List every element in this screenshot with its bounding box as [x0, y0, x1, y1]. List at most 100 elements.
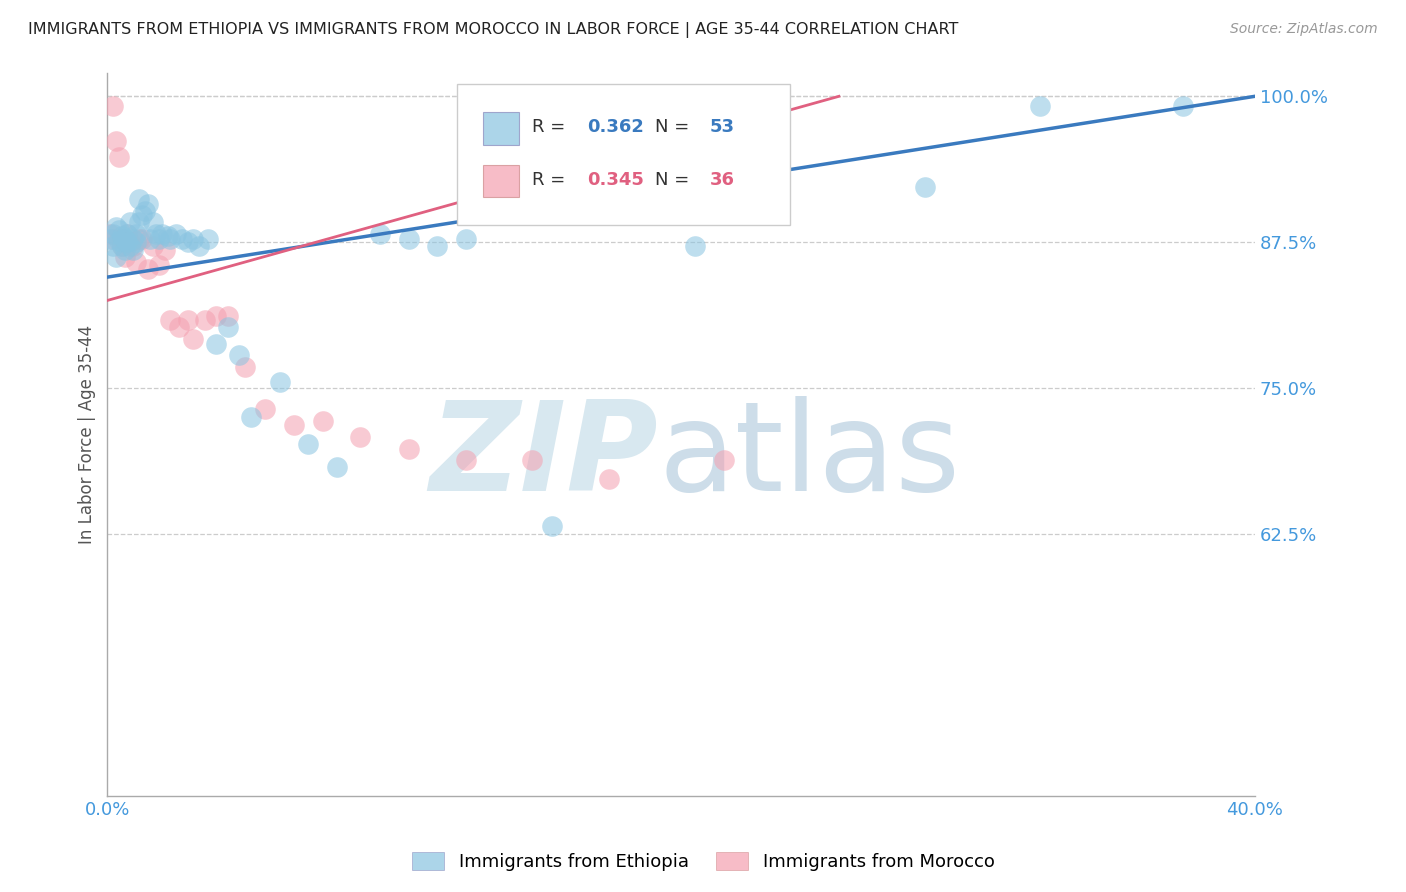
Point [131, 232, 153, 246]
Point [326, 460, 349, 475]
Text: 36: 36 [710, 171, 735, 189]
Point [120, 235, 142, 249]
Point [159, 232, 181, 246]
Point [177, 235, 200, 249]
Point [541, 518, 564, 533]
Point [454, 453, 477, 467]
Point [170, 232, 193, 246]
Point [142, 238, 165, 252]
Point [122, 232, 145, 246]
FancyBboxPatch shape [482, 165, 519, 197]
Point [254, 401, 277, 416]
Point [368, 227, 391, 241]
Point [167, 320, 190, 334]
Point [128, 192, 150, 206]
Point [148, 259, 170, 273]
Point [98, 232, 121, 246]
Point [239, 410, 262, 425]
Point [114, 235, 136, 249]
Point [104, 219, 127, 234]
Point [398, 232, 420, 246]
Point [148, 232, 170, 246]
Point [111, 238, 134, 252]
Point [1028, 98, 1050, 112]
Point [114, 232, 136, 246]
Point [122, 238, 145, 252]
Point [598, 472, 620, 486]
Point [165, 227, 187, 241]
Y-axis label: In Labor Force | Age 35-44: In Labor Force | Age 35-44 [79, 325, 96, 544]
Text: 0.362: 0.362 [588, 119, 644, 136]
Point [159, 313, 181, 327]
Point [98, 227, 121, 241]
Point [101, 238, 124, 252]
Point [104, 250, 127, 264]
Point [685, 238, 707, 252]
Text: ZIP: ZIP [429, 396, 658, 516]
Point [311, 413, 333, 427]
Point [142, 215, 165, 229]
Point [120, 215, 142, 229]
Point [108, 223, 131, 237]
Text: 0.345: 0.345 [588, 171, 644, 189]
Point [117, 235, 139, 249]
Text: Source: ZipAtlas.com: Source: ZipAtlas.com [1230, 22, 1378, 37]
Point [914, 180, 936, 194]
Point [713, 453, 735, 467]
Point [134, 203, 156, 218]
Point [217, 320, 239, 334]
Point [108, 234, 131, 248]
Point [145, 227, 167, 241]
Point [188, 238, 211, 252]
Point [114, 250, 136, 264]
Point [426, 238, 449, 252]
Legend: Immigrants from Ethiopia, Immigrants from Morocco: Immigrants from Ethiopia, Immigrants fro… [405, 845, 1001, 879]
Point [156, 229, 179, 244]
Point [233, 359, 256, 374]
Point [108, 150, 131, 164]
Point [128, 215, 150, 229]
FancyBboxPatch shape [482, 112, 519, 145]
Point [398, 442, 420, 456]
Text: N =: N = [655, 171, 695, 189]
Point [101, 227, 124, 241]
Point [269, 375, 291, 389]
Text: atlas: atlas [658, 396, 960, 516]
Point [183, 232, 205, 246]
Point [125, 227, 148, 241]
Point [520, 453, 543, 467]
Point [136, 196, 159, 211]
Text: 53: 53 [710, 119, 735, 136]
FancyBboxPatch shape [457, 84, 790, 225]
Text: IMMIGRANTS FROM ETHIOPIA VS IMMIGRANTS FROM MOROCCO IN LABOR FORCE | AGE 35-44 C: IMMIGRANTS FROM ETHIOPIA VS IMMIGRANTS F… [28, 22, 959, 38]
Point [205, 309, 228, 323]
Point [136, 262, 159, 277]
Point [349, 430, 371, 444]
Point [194, 313, 217, 327]
Point [114, 244, 136, 258]
Point [283, 418, 305, 433]
Point [111, 229, 134, 244]
Point [177, 313, 200, 327]
Point [104, 134, 127, 148]
Point [217, 309, 239, 323]
Point [131, 208, 153, 222]
Point [125, 235, 148, 249]
Point [1173, 98, 1195, 112]
Point [117, 227, 139, 241]
Point [128, 232, 150, 246]
Text: R =: R = [531, 171, 571, 189]
Point [122, 244, 145, 258]
Point [120, 238, 142, 252]
Point [297, 437, 319, 451]
Point [228, 348, 250, 362]
Point [111, 232, 134, 246]
Point [139, 232, 162, 246]
Point [150, 227, 173, 241]
Point [125, 255, 148, 269]
Point [101, 98, 124, 112]
Point [197, 232, 219, 246]
Point [101, 232, 124, 246]
Point [111, 238, 134, 252]
Point [454, 232, 477, 246]
